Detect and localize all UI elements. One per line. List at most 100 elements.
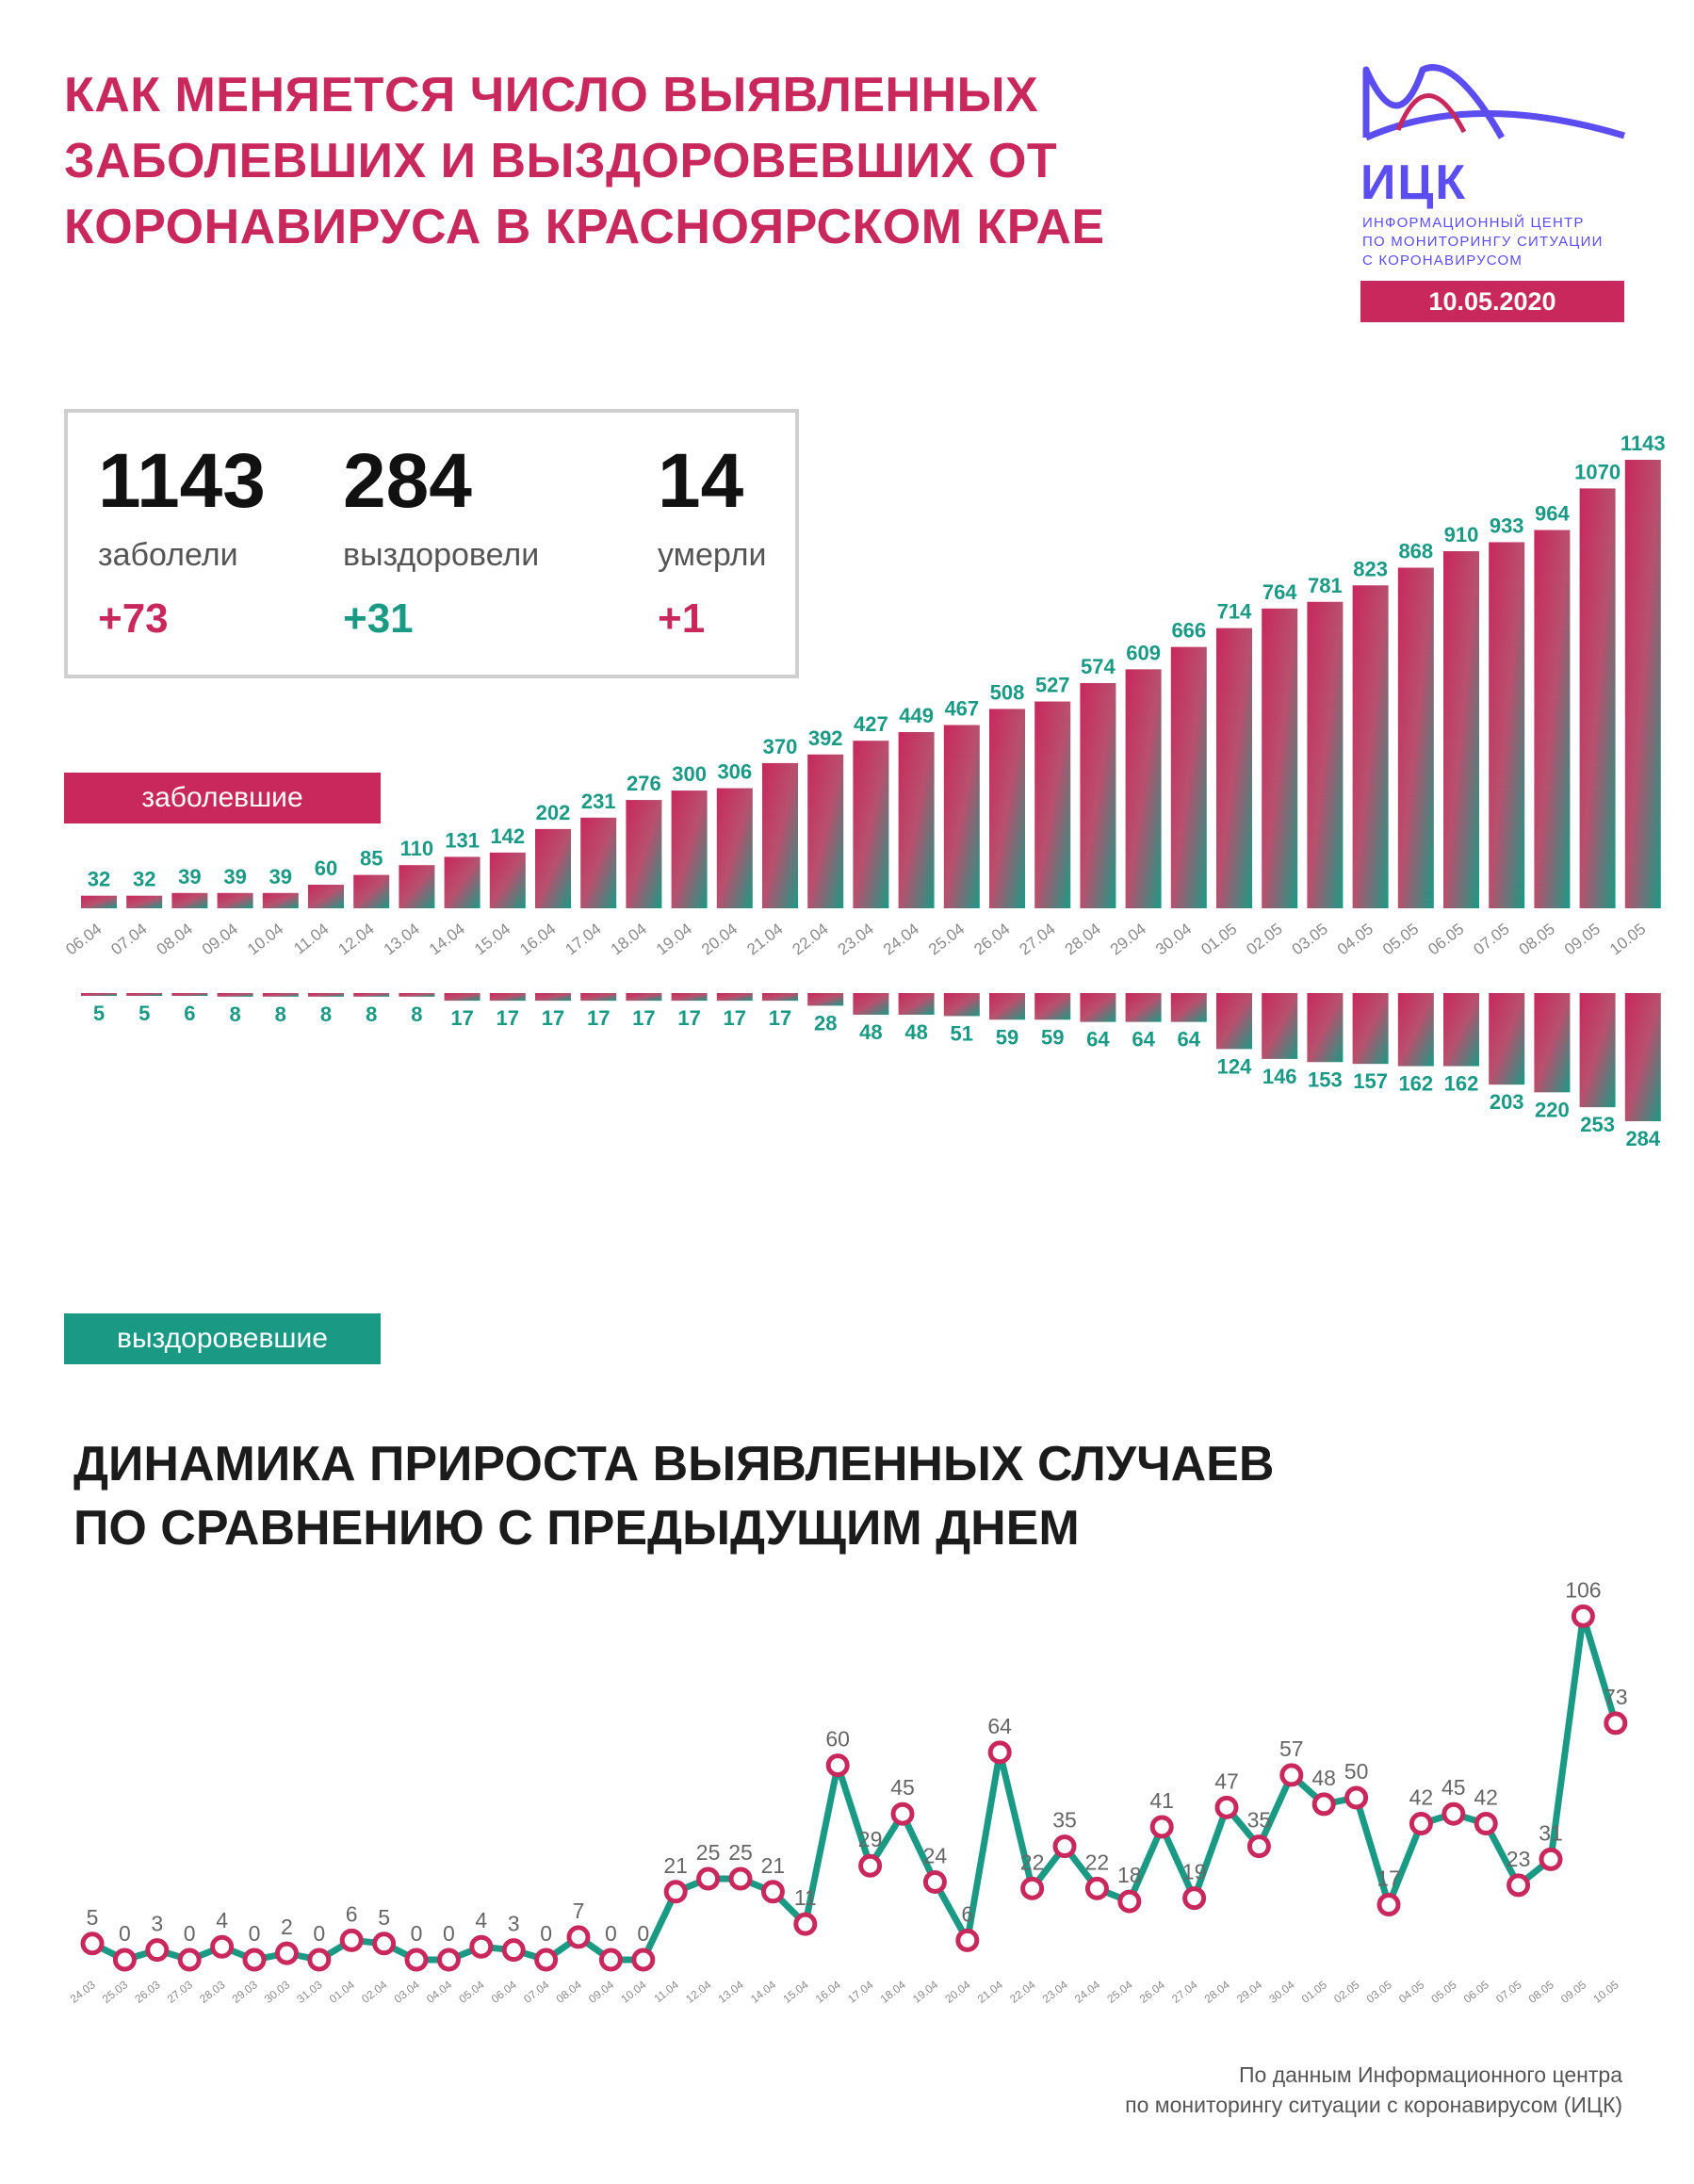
bar-recovered [81, 993, 117, 996]
growth-value-label: 31 [1539, 1820, 1563, 1845]
growth-date-label: 28.03 [197, 1978, 228, 2006]
growth-point [112, 1948, 137, 1972]
bar-recovered [1534, 993, 1571, 1093]
bar-recovered-label: 6 [184, 1002, 195, 1025]
tag-recovered: выздоровевшие [64, 1313, 381, 1364]
bar-recovered [943, 993, 980, 1017]
section-title-line: ДИНАМИКА ПРИРОСТА ВЫЯВЛЕННЫХ СЛУЧАЕВ [73, 1437, 1275, 1491]
growth-point [501, 1938, 526, 1963]
bar-recovered [353, 993, 390, 997]
bar-recovered [1443, 993, 1479, 1067]
bar-sick [399, 865, 435, 908]
growth-date-label: 30.03 [262, 1978, 293, 2006]
bar-sick-label: 39 [178, 865, 201, 888]
bar-sick-label: 300 [672, 762, 707, 786]
report-date: 10.05.2020 [1360, 281, 1624, 322]
growth-date-label: 09.04 [586, 1978, 617, 2006]
bar-recovered [626, 993, 662, 1002]
growth-date-label: 02.05 [1331, 1978, 1362, 2006]
bar-recovered [1352, 993, 1389, 1065]
bar-date-label: 09.05 [1561, 920, 1604, 958]
growth-date-label: 16.04 [813, 1978, 844, 2006]
bar-date-label: 06.04 [62, 920, 105, 958]
bar-recovered-label: 203 [1490, 1090, 1524, 1114]
bar-sick-label: 85 [360, 847, 383, 871]
growth-date-label: 01.05 [1299, 1978, 1330, 2006]
growth-date-label: 03.04 [392, 1978, 423, 2006]
growth-value-label: 0 [411, 1921, 423, 1946]
bar-sick-label: 508 [990, 680, 1025, 704]
bar-recovered-label: 48 [904, 1020, 927, 1044]
bar-recovered-label: 220 [1535, 1098, 1570, 1121]
bar-sick-label: 392 [808, 726, 843, 750]
bar-date-label: 16.04 [516, 920, 559, 958]
growth-value-label: 0 [540, 1921, 552, 1946]
bar-sick-label: 1143 [1621, 432, 1666, 455]
growth-point [404, 1948, 429, 1972]
bar-recovered-label: 17 [542, 1006, 564, 1030]
growth-value-label: 64 [987, 1714, 1012, 1738]
bar-recovered [1307, 993, 1344, 1063]
bar-sick-label: 32 [88, 868, 110, 891]
growth-value-label: 22 [1085, 1850, 1110, 1874]
title-line: КАК МЕНЯЕТСЯ ЧИСЛО ВЫЯВЛЕННЫХ [64, 68, 1039, 122]
bar-sick [1534, 530, 1571, 908]
growth-value-label: 3 [508, 1912, 520, 1936]
bar-recovered [1080, 993, 1116, 1022]
bar-sick [217, 892, 253, 908]
bar-recovered [898, 993, 935, 1015]
growth-value-label: 25 [728, 1840, 753, 1865]
daily-growth-line-chart: 5 24.03 0 25.03 3 26.03 0 27.03 4 28.03 0 29.03 2 30.… [68, 1577, 1628, 2006]
bar-sick [1443, 551, 1479, 908]
source-line: по мониторингу ситуации с коронавирусом … [1125, 2093, 1622, 2117]
bar-sick [807, 754, 844, 908]
logo-abbr: ИЦК [1360, 155, 1468, 210]
bar-sick-label: 714 [1217, 600, 1252, 624]
bar-sick [171, 892, 208, 908]
bar-sick-label: 39 [269, 865, 292, 888]
source-line: По данным Информационного центра [1238, 2062, 1622, 2087]
bar-recovered-label: 17 [497, 1006, 519, 1030]
logo-line: С КОРОНАВИРУСОМ [1362, 253, 1523, 269]
bar-sick-label: 110 [400, 837, 434, 860]
bar-date-label: 24.04 [880, 920, 922, 958]
bar-date-label: 21.04 [743, 920, 786, 958]
bar-date-label: 25.04 [925, 920, 968, 958]
bar-sick [1579, 488, 1616, 908]
growth-point [372, 1931, 397, 1956]
bar-recovered [1216, 993, 1252, 1050]
bar-date-label: 26.04 [970, 920, 1013, 958]
bar-sick [1262, 608, 1298, 908]
bar-sick [898, 732, 935, 908]
growth-point [760, 1880, 785, 1904]
bar-recovered [853, 993, 889, 1015]
growth-point [469, 1934, 494, 1959]
growth-point [696, 1866, 721, 1891]
growth-date-label: 14.04 [748, 1978, 779, 2006]
growth-date-label: 30.04 [1266, 1978, 1297, 2006]
tag-sick: заболевшие [64, 773, 381, 823]
bar-recovered [262, 993, 299, 997]
bar-sick [716, 788, 753, 908]
bar-sick-label: 609 [1126, 641, 1161, 664]
growth-date-label: 26.04 [1137, 1978, 1168, 2006]
page-title: КАК МЕНЯЕТСЯ ЧИСЛО ВЫЯВЛЕННЫХ ЗАБОЛЕВШИХ… [64, 62, 1242, 260]
bar-sick-label: 449 [899, 704, 934, 727]
bar-sick [489, 852, 526, 908]
growth-value-label: 47 [1214, 1768, 1239, 1793]
section-title: ДИНАМИКА ПРИРОСТА ВЫЯВЛЕННЫХ СЛУЧАЕВ ПО … [73, 1432, 1487, 1560]
stat-label: умерли [658, 537, 767, 573]
bar-recovered-label: 5 [138, 1002, 150, 1025]
growth-value-label: 0 [184, 1921, 196, 1946]
bar-recovered-label: 59 [996, 1025, 1018, 1049]
bar-date-label: 27.04 [1016, 920, 1058, 958]
bar-recovered [762, 993, 798, 1002]
growth-date-label: 20.04 [942, 1978, 973, 2006]
bar-date-label: 15.04 [471, 920, 513, 958]
growth-date-label: 24.04 [1072, 1978, 1103, 2006]
bar-recovered-label: 17 [450, 1006, 473, 1030]
growth-date-label: 07.05 [1493, 1978, 1524, 2006]
growth-value-label: 6 [346, 1901, 358, 1926]
bar-date-label: 08.04 [154, 920, 196, 958]
growth-value-label: 0 [313, 1921, 325, 1946]
